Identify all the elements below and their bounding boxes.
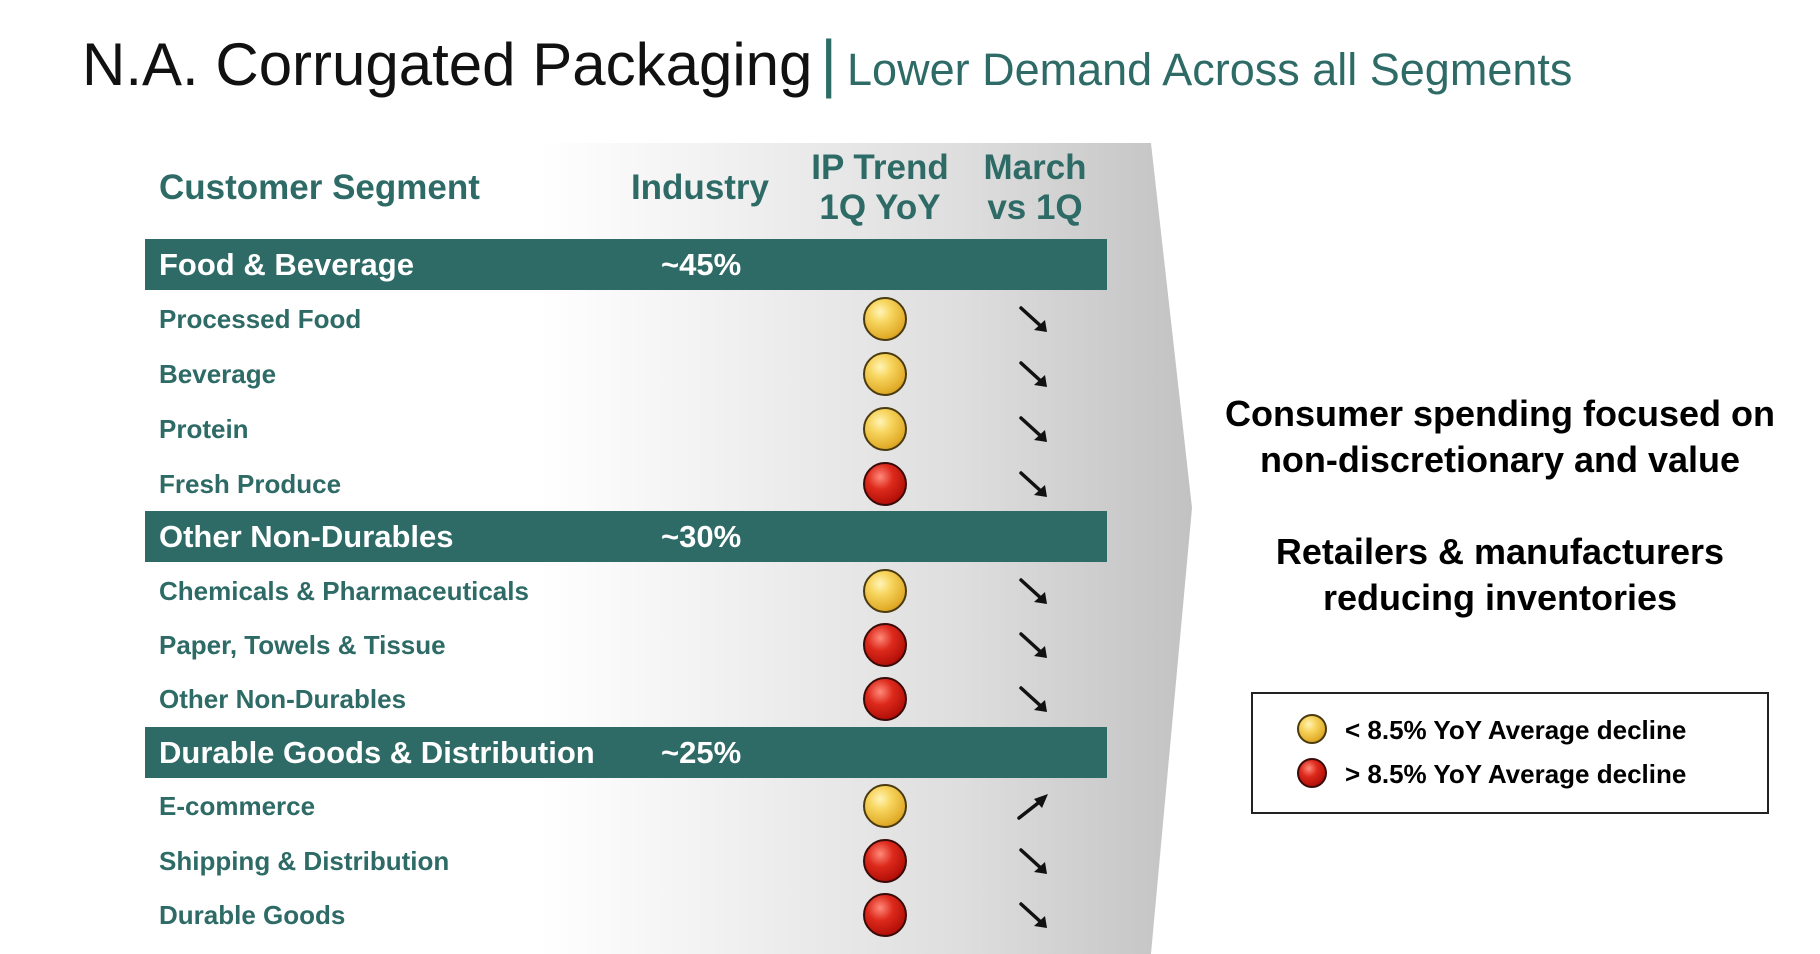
row-label: Protein [159,414,249,444]
row-label: Beverage [159,359,277,389]
row-label: Processed Food [159,304,362,334]
row-label: E-commerce [159,791,316,821]
row-label: Durable Goods [159,900,346,930]
table-row: Chemicals & Pharmaceuticals [145,565,1107,617]
legend-text-yellow: < 8.5% YoY Average decline [1345,715,1687,745]
col-head-industry: Industry [620,168,780,208]
arrow-down-right-icon [1019,361,1047,387]
yellow-indicator-icon [863,297,907,341]
note-line: Retailers & manufacturers [1275,531,1725,572]
table-row: Durable Goods [145,889,1107,941]
segment-band: Food & Beverage ~45% [145,239,1107,290]
yellow-indicator-icon [1297,714,1327,744]
col-head-march-line2: vs 1Q [987,188,1083,228]
row-label: Paper, Towels & Tissue [159,630,446,660]
row-label: Other Non-Durables [159,684,407,714]
segment-band-label: Other Non-Durables [159,519,454,554]
arrow-down-right-icon [1019,632,1047,658]
col-head-trend-line1: IP Trend [811,148,949,187]
note-line: non-discretionary and value [1259,439,1741,480]
yellow-indicator-icon [863,569,907,613]
col-head-industry-text: Industry [630,168,770,207]
table-row: Other Non-Durables [145,673,1107,725]
row-label: Fresh Produce [159,469,342,499]
row-label: Shipping & Distribution [159,846,450,876]
table-row: Protein [145,403,1107,455]
arrow-down-right-icon [1019,902,1047,928]
segment-band: Other Non-Durables ~30% [145,511,1107,562]
arrow-up-right-icon [1017,794,1048,820]
segment-band-label: Food & Beverage [159,247,414,282]
col-head-segment-text: Customer Segment [159,168,480,207]
table-row: Beverage [145,348,1107,400]
red-indicator-icon [863,839,907,883]
yellow-indicator-icon [863,407,907,451]
table-row: Fresh Produce [145,458,1107,510]
red-indicator-icon [1297,758,1327,788]
col-head-march: March vs 1Q [960,148,1110,229]
segment-band-industry: ~30% [661,519,742,554]
col-head-trend-line2: 1Q YoY [819,188,941,228]
segment-band: Durable Goods & Distribution ~25% [145,727,1107,778]
arrow-down-right-icon [1019,306,1047,332]
segment-band-industry: ~45% [661,247,742,282]
title-separator: | [820,27,838,99]
legend-text-red: > 8.5% YoY Average decline [1345,759,1687,789]
red-indicator-icon [863,462,907,506]
note-consumer-spending: Consumer spending focused on non-discret… [1190,391,1810,483]
table-row: Processed Food [145,293,1107,345]
red-indicator-icon [863,677,907,721]
segment-band-label: Durable Goods & Distribution [159,735,595,770]
slide-title: N.A. Corrugated Packaging | Lower Demand A… [82,26,1572,100]
title-subtitle: Lower Demand Across all Segments [847,44,1573,95]
arrow-down-right-icon [1019,471,1047,497]
arrow-down-right-icon [1019,416,1047,442]
yellow-indicator-icon [863,352,907,396]
arrow-down-right-icon [1019,848,1047,874]
red-indicator-icon [863,623,907,667]
note-line: Consumer spending focused on [1224,393,1776,434]
note-line: reducing inventories [1322,577,1678,618]
row-label: Chemicals & Pharmaceuticals [159,576,529,606]
col-head-trend: IP Trend 1Q YoY [800,148,960,229]
segment-band-industry: ~25% [661,735,742,770]
table-row: Paper, Towels & Tissue [145,619,1107,671]
table-row: Shipping & Distribution [145,835,1107,887]
arrow-down-right-icon [1019,578,1047,604]
note-inventories: Retailers & manufacturers reducing inven… [1190,529,1810,621]
title-main: N.A. Corrugated Packaging [82,31,813,98]
col-head-march-line1: March [983,148,1087,187]
col-head-segment: Customer Segment [159,168,480,208]
arrow-down-right-icon [1019,686,1047,712]
table-row: E-commerce [145,780,1107,832]
yellow-indicator-icon [863,784,907,828]
legend: < 8.5% YoY Average decline > 8.5% YoY Av… [1251,692,1769,814]
red-indicator-icon [863,893,907,937]
